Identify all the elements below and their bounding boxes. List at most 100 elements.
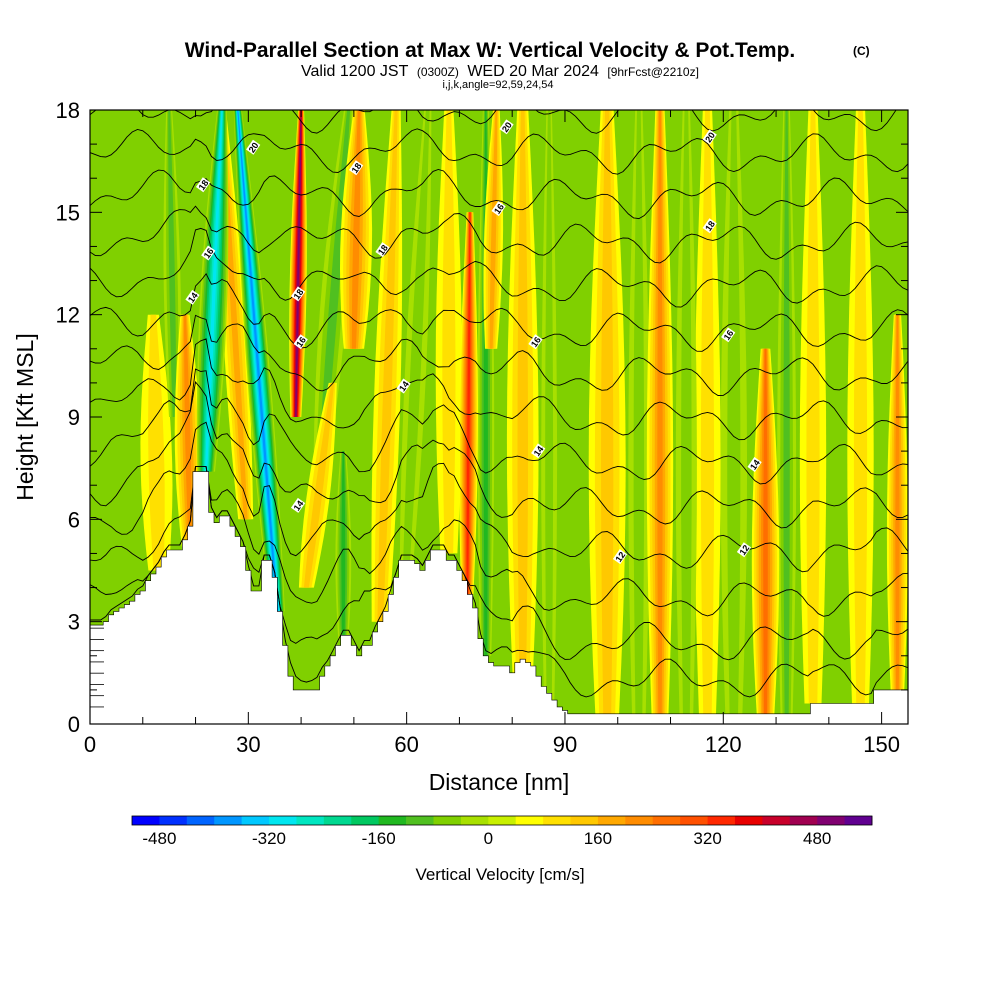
contour-label-bg — [531, 443, 546, 459]
velocity-feature — [588, 110, 626, 714]
colorbar-tick-label: 320 — [693, 829, 721, 848]
velocity-band — [806, 110, 820, 704]
contour-label-text: 16 — [722, 328, 736, 342]
colorbar-tick-label: 160 — [584, 829, 612, 848]
colorbar-swatch — [269, 816, 297, 825]
contour-label: 16 — [491, 201, 506, 217]
contour-label: 16 — [293, 334, 308, 350]
velocity-band — [341, 451, 346, 639]
vertical-velocity-field — [140, 110, 908, 714]
contour-label-text: 14 — [292, 499, 306, 513]
velocity-feature — [751, 348, 780, 714]
velocity-band — [700, 110, 715, 714]
y-tick-label: 15 — [56, 200, 80, 225]
contour-label-bg — [396, 378, 411, 394]
y-tick-label: 0 — [68, 712, 80, 737]
contour-label-bg — [528, 334, 543, 350]
contour-label: 16 — [528, 334, 543, 350]
colorbar-swatch — [844, 816, 873, 825]
terrain-mask — [90, 471, 908, 724]
velocity-band — [633, 110, 645, 714]
colorbar-swatch — [241, 816, 270, 825]
contour-label-text: 12 — [737, 543, 751, 557]
contour-label-bg — [293, 334, 308, 350]
velocity-feature — [313, 110, 354, 452]
colorbar-swatch — [789, 816, 818, 825]
colorbar-swatch — [378, 816, 407, 825]
contour-label-text: 14 — [532, 444, 546, 458]
contour-label-text: 18 — [703, 219, 717, 233]
contour-label-bg — [702, 218, 717, 234]
contour-label-text: 14 — [397, 379, 411, 393]
isentrope-line — [90, 380, 908, 529]
x-tick-label: 30 — [236, 732, 260, 757]
velocity-band — [853, 110, 868, 704]
colorbar-tick-label: -160 — [362, 829, 396, 848]
subtitle-zulu-time: (0300Z) — [417, 65, 459, 79]
velocity-band — [657, 110, 663, 714]
contour-label-text: 20 — [703, 130, 717, 144]
velocity-feature — [298, 382, 337, 588]
contour-label-text: 16 — [492, 202, 506, 216]
velocity-feature — [720, 110, 747, 714]
subtitle-forecast: [9hrFcst@2210z] — [607, 65, 699, 79]
contour-label: 12 — [736, 542, 751, 558]
contour-label-text: 20 — [247, 141, 261, 155]
colorbar-swatch — [817, 816, 845, 825]
velocity-band — [545, 110, 554, 707]
velocity-feature — [371, 110, 403, 622]
subtitle-valid-time: Valid 1200 JST — [301, 63, 409, 80]
colorbar-swatch — [214, 816, 243, 825]
velocity-feature — [483, 110, 504, 349]
velocity-band — [489, 110, 498, 349]
velocity-feature — [506, 110, 539, 673]
velocity-feature — [777, 110, 797, 714]
velocity-band — [783, 110, 790, 714]
y-axis: 0 3 6 9 12 15 18 — [56, 98, 908, 737]
colorbar-swatch — [597, 816, 626, 825]
isentrope-line — [90, 227, 908, 308]
contour-label-text: 18 — [292, 287, 306, 301]
colorbar-swatch — [488, 816, 517, 825]
velocity-feature — [694, 110, 721, 714]
contour-label-bg — [499, 119, 514, 135]
colorbar-swatch — [132, 816, 160, 825]
velocity-band — [763, 348, 768, 714]
y-tick-label: 12 — [56, 303, 80, 328]
contour-label: 12 — [612, 549, 628, 565]
y-tick-label: 6 — [68, 507, 80, 532]
isentrope-line — [90, 272, 908, 352]
isentrope-line — [90, 169, 908, 220]
velocity-band — [727, 110, 741, 714]
contour-label-bg — [612, 549, 628, 565]
colorbar-swatch — [186, 816, 215, 825]
contour-label-text: 12 — [613, 550, 627, 564]
contour-label: 14 — [747, 457, 762, 473]
colorbar: -480 -320 -160 0 160 320 480 — [131, 815, 873, 848]
contour-label-bg — [375, 242, 390, 258]
contour-label-text: 14 — [748, 458, 762, 472]
x-axis-label: Distance [nm] — [429, 769, 570, 795]
y-tick-label: 18 — [56, 98, 80, 123]
contour-label: 16 — [201, 245, 216, 261]
isentrope-line — [90, 368, 908, 485]
colorbar-frame — [131, 815, 873, 826]
x-tick-label: 60 — [394, 732, 418, 757]
isentrope-line — [90, 205, 908, 264]
colorbar-tick-label: 0 — [484, 829, 493, 848]
contour-label-bg — [290, 286, 306, 302]
colorbar-swatch — [296, 816, 325, 825]
colorbar-swatch — [351, 816, 380, 825]
velocity-feature — [628, 110, 650, 714]
contour-label-text: 16 — [202, 246, 216, 260]
colorbar-swatch — [460, 816, 489, 825]
contour-label-text: 18 — [197, 178, 211, 192]
velocity-feature — [541, 110, 558, 707]
contour-label-bg — [747, 457, 762, 473]
contour-label: 14 — [396, 378, 411, 394]
contour-label-bg — [201, 245, 216, 261]
colorbar-tick-label: -480 — [142, 829, 176, 848]
contour-label-text: 16 — [529, 335, 543, 349]
contour-label: 18 — [702, 218, 717, 234]
